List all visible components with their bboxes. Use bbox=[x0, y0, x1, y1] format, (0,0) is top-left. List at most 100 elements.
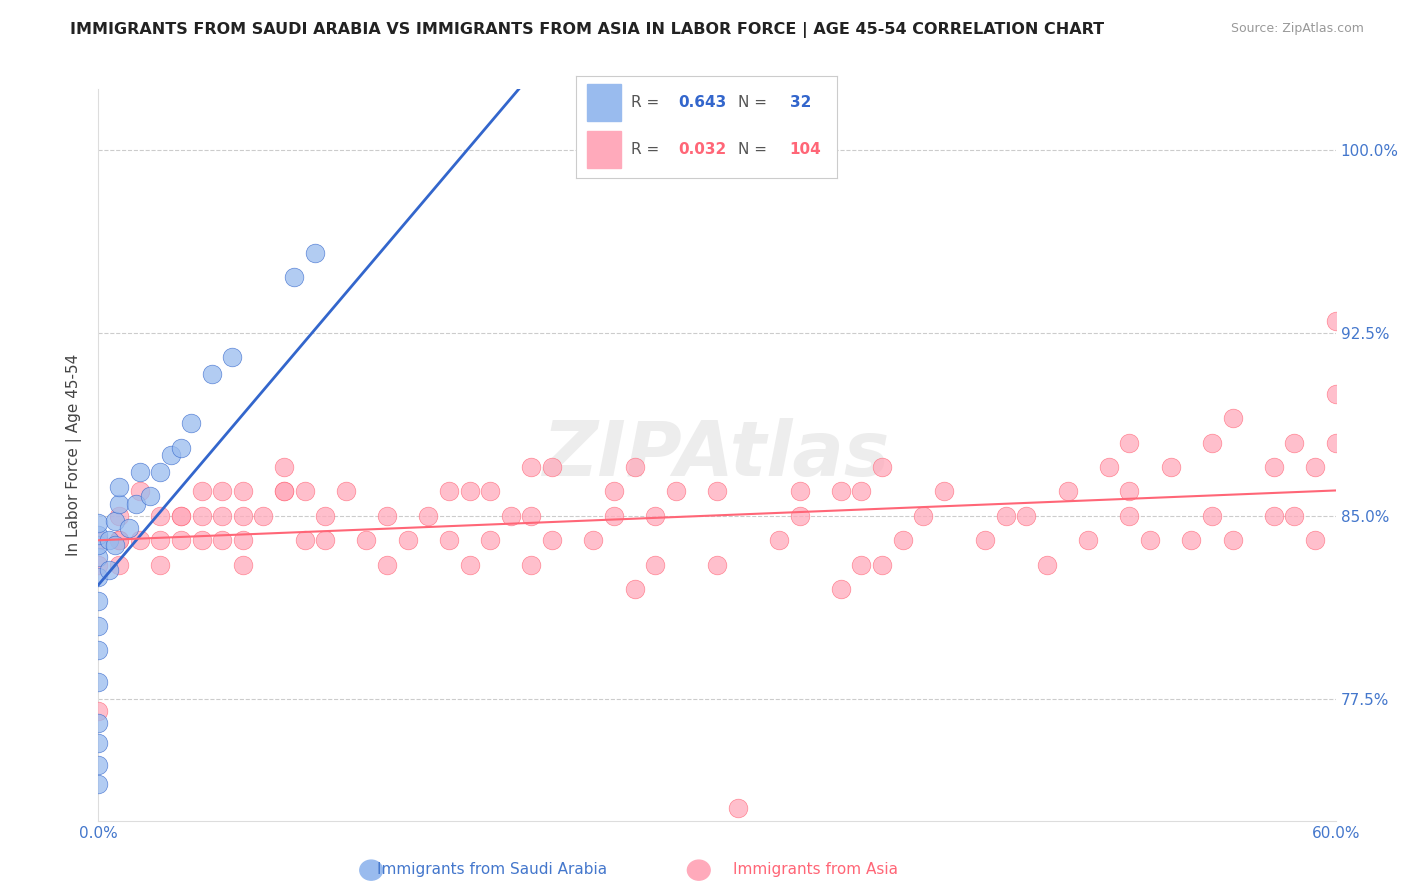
Point bbox=[170, 441, 193, 455]
Point bbox=[912, 508, 935, 523]
Point bbox=[644, 508, 666, 523]
Point bbox=[108, 508, 131, 523]
Text: 104: 104 bbox=[790, 142, 821, 157]
Point bbox=[128, 533, 150, 548]
Point bbox=[520, 460, 543, 475]
Point bbox=[623, 460, 645, 475]
Text: 0.032: 0.032 bbox=[678, 142, 725, 157]
Point bbox=[87, 777, 110, 791]
Point bbox=[232, 533, 254, 548]
Text: Source: ZipAtlas.com: Source: ZipAtlas.com bbox=[1230, 22, 1364, 36]
Point bbox=[458, 484, 481, 499]
Point bbox=[458, 558, 481, 572]
Text: Immigrants from Asia: Immigrants from Asia bbox=[733, 863, 898, 877]
Point bbox=[1118, 435, 1140, 450]
Point bbox=[1303, 533, 1326, 548]
Point bbox=[294, 484, 316, 499]
Point bbox=[1346, 508, 1368, 523]
Point bbox=[221, 351, 243, 365]
Point bbox=[87, 550, 110, 565]
Point bbox=[727, 801, 749, 815]
Point bbox=[499, 508, 522, 523]
Point bbox=[190, 508, 212, 523]
Point bbox=[87, 716, 110, 731]
Point bbox=[1324, 435, 1347, 450]
Point bbox=[356, 533, 378, 548]
Text: 32: 32 bbox=[790, 95, 811, 110]
Point bbox=[789, 484, 811, 499]
Point bbox=[1303, 460, 1326, 475]
Point bbox=[252, 508, 274, 523]
Point bbox=[1139, 533, 1161, 548]
Point bbox=[149, 533, 172, 548]
Point bbox=[87, 757, 110, 772]
Point bbox=[149, 508, 172, 523]
Point bbox=[1263, 460, 1285, 475]
Point bbox=[541, 460, 564, 475]
Point bbox=[87, 516, 110, 531]
Point bbox=[273, 484, 295, 499]
Point bbox=[87, 618, 110, 632]
Point bbox=[1077, 533, 1099, 548]
Point bbox=[108, 497, 131, 511]
Point bbox=[108, 533, 131, 548]
Point bbox=[104, 538, 127, 552]
Point bbox=[304, 245, 326, 260]
Point bbox=[830, 582, 852, 596]
Point bbox=[201, 368, 224, 382]
Point bbox=[180, 416, 202, 430]
Text: ZIPAtlas: ZIPAtlas bbox=[543, 418, 891, 491]
Point bbox=[851, 558, 873, 572]
Point bbox=[932, 484, 955, 499]
Point bbox=[149, 465, 172, 479]
Point bbox=[1015, 508, 1038, 523]
Point bbox=[87, 538, 110, 552]
Point bbox=[1036, 558, 1059, 572]
Text: 0.643: 0.643 bbox=[678, 95, 725, 110]
Point bbox=[139, 489, 162, 503]
Circle shape bbox=[360, 860, 382, 880]
Point bbox=[437, 533, 460, 548]
Point bbox=[644, 558, 666, 572]
Bar bbox=[586, 84, 620, 121]
Point bbox=[437, 484, 460, 499]
Point bbox=[211, 484, 233, 499]
Point bbox=[623, 582, 645, 596]
Point bbox=[1222, 533, 1244, 548]
Point bbox=[97, 533, 120, 548]
Point bbox=[479, 533, 502, 548]
Point bbox=[1201, 508, 1223, 523]
Point bbox=[1263, 508, 1285, 523]
Point bbox=[97, 562, 120, 576]
Point bbox=[314, 533, 336, 548]
Point bbox=[104, 514, 127, 528]
Text: R =: R = bbox=[631, 142, 664, 157]
Point bbox=[541, 533, 564, 548]
Point bbox=[1056, 484, 1078, 499]
Point bbox=[582, 143, 605, 157]
Point bbox=[851, 484, 873, 499]
Point bbox=[314, 508, 336, 523]
Point bbox=[603, 484, 626, 499]
Point bbox=[108, 533, 131, 548]
Point bbox=[87, 558, 110, 572]
Point bbox=[375, 558, 398, 572]
Point bbox=[375, 508, 398, 523]
Point bbox=[190, 533, 212, 548]
Point bbox=[124, 497, 146, 511]
Point bbox=[87, 643, 110, 657]
Text: R =: R = bbox=[631, 95, 664, 110]
Point bbox=[396, 533, 419, 548]
Point bbox=[870, 460, 893, 475]
Circle shape bbox=[688, 860, 710, 880]
Point bbox=[170, 508, 193, 523]
Point bbox=[87, 674, 110, 689]
Point bbox=[211, 533, 233, 548]
Point bbox=[1160, 460, 1182, 475]
Y-axis label: In Labor Force | Age 45-54: In Labor Force | Age 45-54 bbox=[66, 354, 83, 556]
Text: Immigrants from Saudi Arabia: Immigrants from Saudi Arabia bbox=[377, 863, 607, 877]
Text: N =: N = bbox=[738, 142, 772, 157]
Point bbox=[273, 484, 295, 499]
Point bbox=[273, 460, 295, 475]
Point bbox=[128, 465, 150, 479]
